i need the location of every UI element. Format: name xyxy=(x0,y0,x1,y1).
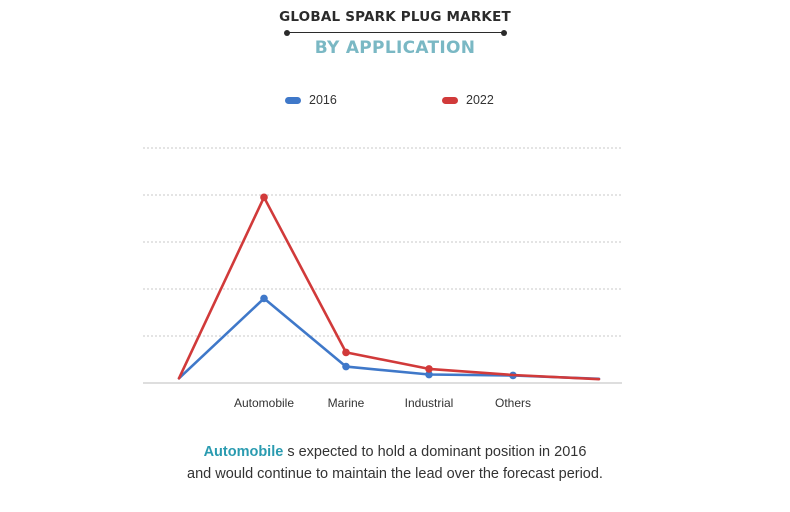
caption-line-1: Automobile s expected to hold a dominant… xyxy=(0,441,790,463)
legend-item-2022[interactable]: 2022 xyxy=(442,93,494,107)
x-tick-label-others: Others xyxy=(495,396,531,410)
legend-label-2016: 2016 xyxy=(309,93,337,107)
legend-item-2016[interactable]: 2016 xyxy=(285,93,337,107)
data-point-2016-marine xyxy=(342,362,350,371)
caption-line-1-text: s expected to hold a dominant position i… xyxy=(283,444,587,460)
divider-dot-left xyxy=(284,29,290,36)
chart-subtitle: BY APPLICATION xyxy=(314,38,476,58)
chart-caption: Automobile s expected to hold a dominant… xyxy=(0,441,790,485)
legend-swatch-2022 xyxy=(442,96,458,104)
legend-swatch-2016 xyxy=(285,96,301,104)
data-point-2016-industrial xyxy=(425,370,433,379)
divider-dot-right xyxy=(501,29,507,36)
x-tick-label-marine: Marine xyxy=(328,396,365,410)
chart-title: GLOBAL SPARK PLUG MARKET xyxy=(279,9,511,25)
title-divider xyxy=(284,29,507,36)
caption-line-2: and would continue to maintain the lead … xyxy=(187,466,603,482)
data-point-2016-automobile xyxy=(260,294,268,303)
caption-highlight: Automobile xyxy=(203,444,284,460)
data-point-2022-industrial xyxy=(425,365,433,373)
x-tick-label-industrial: Industrial xyxy=(405,396,454,410)
series-line-2022 xyxy=(177,196,601,381)
data-point-2022-marine xyxy=(342,348,350,357)
series-line-2016 xyxy=(177,297,601,381)
legend-label-2022: 2022 xyxy=(466,93,494,107)
data-point-2022-automobile xyxy=(260,193,268,202)
x-tick-label-automobile: Automobile xyxy=(234,396,294,410)
